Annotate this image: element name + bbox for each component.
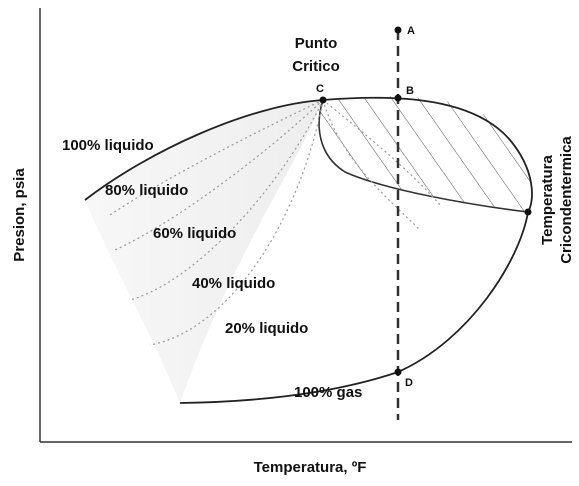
y-axis-label: Presion, psia [11,168,28,262]
quality-lines [109,99,441,346]
cricondentherm-label: Cricondentermica [558,136,575,264]
critical-point-label: Critico [292,58,340,75]
inner-curve [318,99,529,213]
two-phase-shade [85,100,323,403]
phase-envelope [84,96,533,404]
cricondentherm-label: Temperatura [539,154,556,244]
critical-point-label: Punto [295,35,338,52]
x-axis-label: Temperatura, ºF [254,459,367,476]
retrograde-region [319,96,533,212]
point-label: C [316,83,324,95]
quality-label: 40% liquido [192,275,275,292]
quality-label: 20% liquido [225,320,308,337]
point-label: A [407,25,415,37]
point-label: D [405,377,413,389]
point-label: B [406,85,414,97]
quality-label: 80% liquido [105,182,188,199]
quality-label: 60% liquido [153,225,236,242]
quality-label: 100% liquido [62,137,154,154]
quality-label: 100% gas [294,384,362,401]
points [319,26,532,376]
